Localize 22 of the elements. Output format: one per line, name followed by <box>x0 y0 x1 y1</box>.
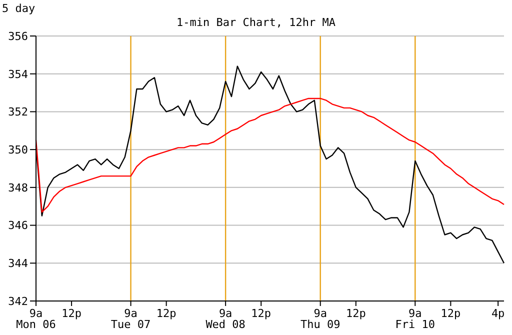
y-tick-label: 342 <box>8 294 28 308</box>
x-tick-label: 9a Fri 10 <box>395 307 436 331</box>
y-tick-label: 356 <box>8 30 28 43</box>
y-tick-label: 344 <box>8 257 28 270</box>
y-tick-label: 352 <box>8 106 28 119</box>
x-tick-label: 12p <box>62 307 82 320</box>
x-tick-label: 4p <box>491 307 505 320</box>
x-tick-label: 12p <box>440 307 461 320</box>
x-tick-label: 9a Tue 07 <box>110 307 151 331</box>
x-tick-label: 12p <box>346 307 366 320</box>
y-tick-label: 346 <box>8 219 28 232</box>
x-tick-label: 9a Mon 06 <box>16 307 56 331</box>
x-tick-label: 12p <box>156 307 176 320</box>
x-tick-label: 12p <box>251 307 272 320</box>
y-tick-label: 348 <box>8 181 28 194</box>
x-tick-label: 9a Wed 08 <box>206 307 246 331</box>
x-tick-label: 9a Thu 09 <box>300 307 340 331</box>
chart-subtitle: 5 day <box>2 2 36 15</box>
y-tick-label: 354 <box>8 68 28 81</box>
chart-title: 1-min Bar Chart, 12hr MA <box>176 16 336 29</box>
line-series <box>35 98 505 213</box>
y-tick-label: 350 <box>8 143 28 156</box>
